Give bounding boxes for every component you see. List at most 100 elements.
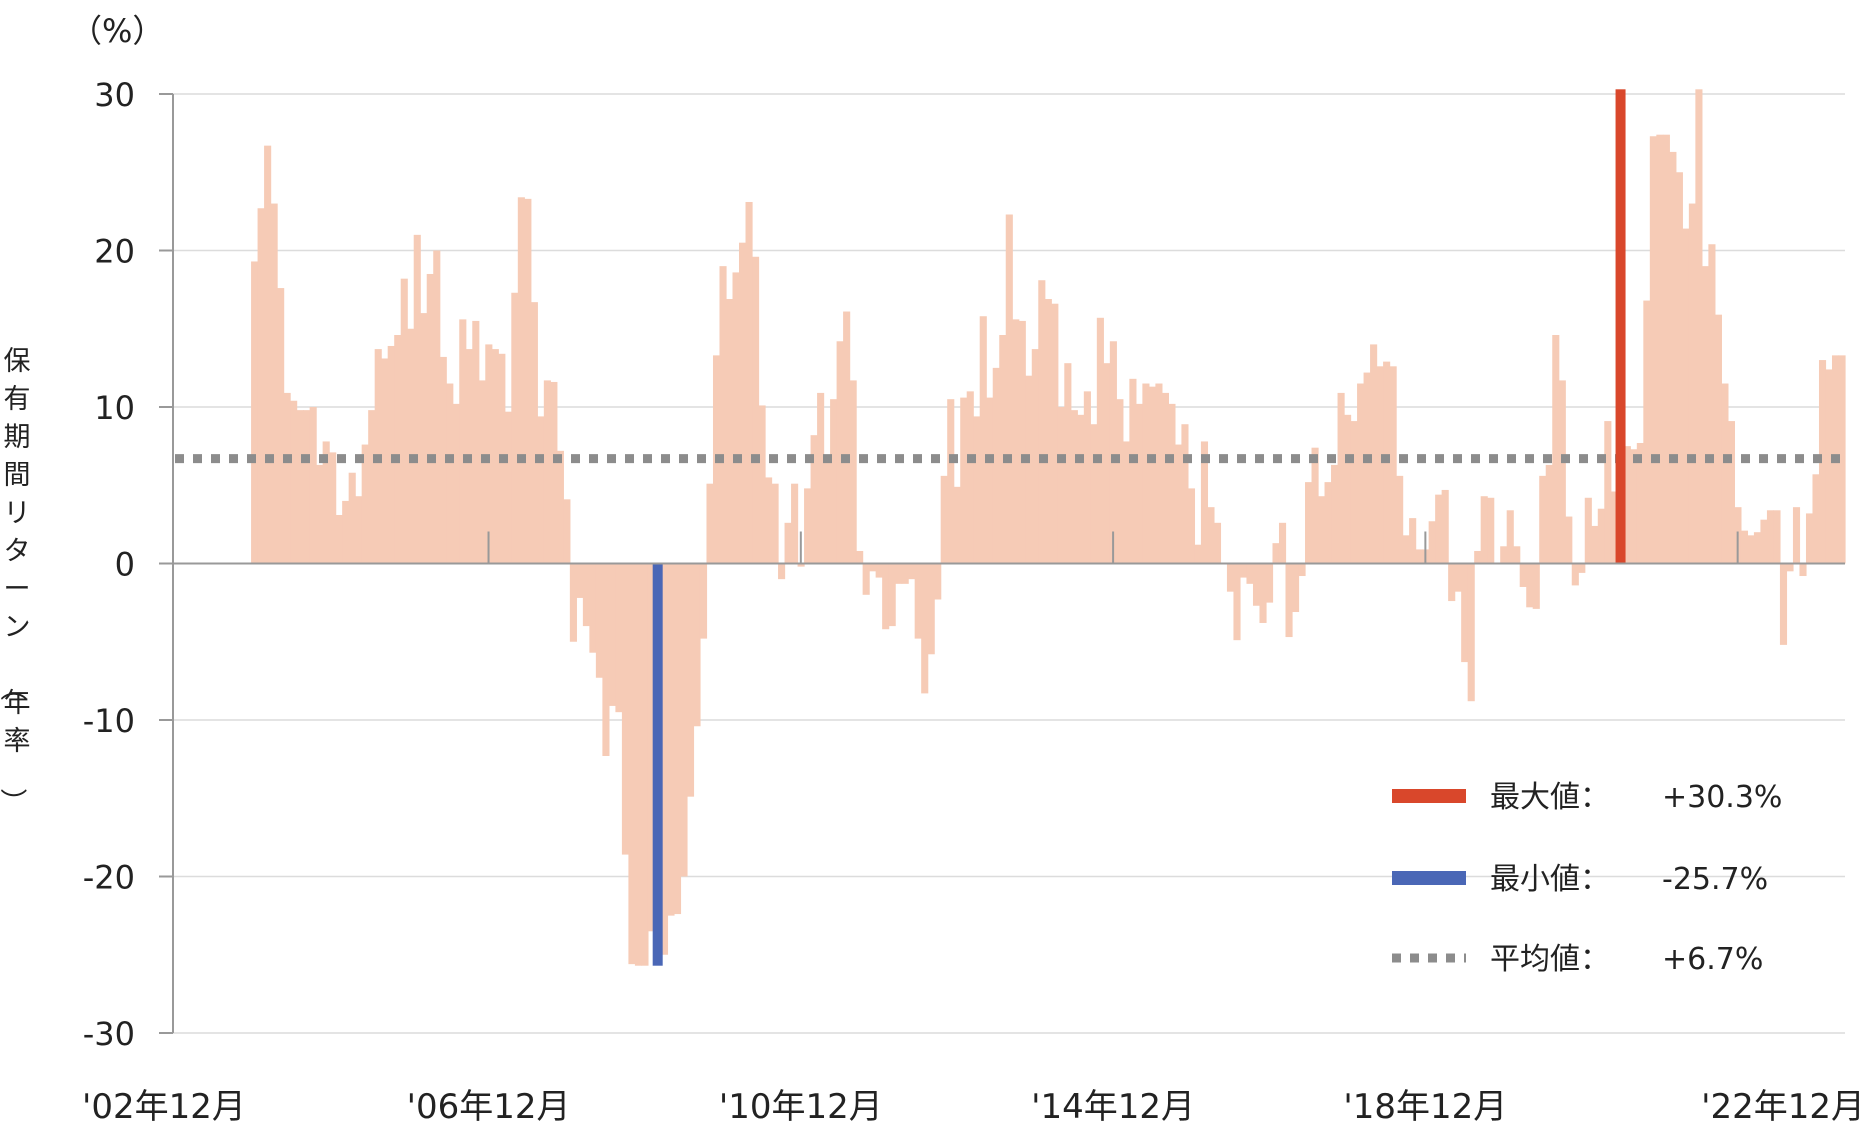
bar xyxy=(1682,228,1690,564)
bar xyxy=(589,563,597,653)
bar xyxy=(1344,414,1352,564)
bar xyxy=(1200,441,1209,564)
bar xyxy=(1838,355,1846,564)
bar xyxy=(875,563,883,578)
bar xyxy=(1155,383,1163,564)
bar xyxy=(1545,464,1553,564)
bar xyxy=(303,410,311,564)
bar xyxy=(953,486,961,564)
y-tick-labels: 30 20 10 0 -10 -20 -30 xyxy=(83,76,135,1053)
bar xyxy=(1636,442,1644,564)
bar xyxy=(439,356,447,564)
bar xyxy=(771,483,779,564)
x-tick-label: '18年12月 xyxy=(1343,1087,1507,1127)
bar xyxy=(426,273,434,564)
y-tick-label: 30 xyxy=(94,76,135,114)
bar xyxy=(908,563,916,580)
bar xyxy=(960,397,968,564)
bar xyxy=(1096,317,1104,564)
bar xyxy=(1578,563,1586,573)
bar xyxy=(1064,363,1072,564)
bar xyxy=(1161,392,1169,564)
bar xyxy=(791,483,799,564)
bar xyxy=(1305,482,1313,564)
bar xyxy=(1714,314,1722,564)
bar xyxy=(264,145,272,564)
bar xyxy=(1604,421,1612,564)
bar xyxy=(1695,89,1703,564)
bar xyxy=(686,563,695,797)
bar xyxy=(537,416,545,564)
bar xyxy=(1324,482,1332,564)
bar xyxy=(1675,172,1683,564)
bar xyxy=(381,358,389,564)
bar xyxy=(283,392,291,564)
bar xyxy=(1448,563,1456,602)
bar xyxy=(784,522,792,564)
bar xyxy=(1018,320,1026,564)
bar xyxy=(1259,563,1267,623)
bar xyxy=(1298,563,1306,577)
bar xyxy=(446,383,454,564)
bar xyxy=(719,266,727,564)
bar xyxy=(843,311,851,564)
bar xyxy=(934,563,942,600)
bar xyxy=(1480,496,1488,564)
bar xyxy=(1669,151,1677,564)
bar xyxy=(1265,563,1274,603)
bar xyxy=(1727,421,1736,564)
bar xyxy=(394,335,402,564)
bar xyxy=(550,381,558,564)
bar xyxy=(1500,546,1508,564)
bar xyxy=(1461,563,1469,663)
bar xyxy=(836,341,844,564)
bar xyxy=(1818,360,1827,564)
legend-value: +30.3% xyxy=(1662,780,1782,815)
bar xyxy=(1649,136,1657,564)
bar xyxy=(309,407,317,564)
bar xyxy=(1643,300,1651,564)
bar xyxy=(1109,341,1117,564)
bar xyxy=(1246,563,1254,584)
bar xyxy=(296,410,304,564)
bar xyxy=(1825,369,1833,564)
x-tick-labels: '02年12月 '06年12月 '10年12月 '14年12月 '18年12月 '22年1… xyxy=(82,531,1865,1127)
legend-label: 最小値： xyxy=(1490,862,1610,897)
bar xyxy=(478,380,486,564)
bar xyxy=(1012,319,1020,564)
y-axis-title: 保有期間リターン（年率） xyxy=(0,346,31,815)
bar xyxy=(1812,474,1820,564)
bar xyxy=(316,464,324,564)
bar xyxy=(1701,266,1709,564)
bar xyxy=(1129,378,1137,564)
bar xyxy=(1278,522,1287,564)
bar xyxy=(1513,546,1521,564)
bar xyxy=(472,320,480,564)
bar xyxy=(556,450,564,564)
bar xyxy=(1044,299,1052,564)
bar xyxy=(335,514,343,564)
bar xyxy=(1779,563,1788,645)
bar xyxy=(322,441,330,564)
bar xyxy=(986,397,994,564)
bar xyxy=(673,563,682,915)
bar xyxy=(1122,441,1130,564)
bar xyxy=(1792,507,1801,564)
y-tick-label: 10 xyxy=(94,389,135,427)
bar xyxy=(1487,497,1495,564)
bar xyxy=(1786,563,1794,572)
bar xyxy=(1441,489,1449,564)
bar xyxy=(895,563,903,584)
bar xyxy=(1623,446,1631,564)
bar xyxy=(1194,544,1202,564)
bar xyxy=(914,563,922,639)
bar xyxy=(576,563,584,598)
bar xyxy=(1090,424,1098,564)
bar xyxy=(491,349,499,564)
bar xyxy=(1766,510,1775,564)
x-tick-label: '22年12月 xyxy=(1701,1087,1865,1127)
bar xyxy=(563,499,571,564)
bar xyxy=(739,242,747,564)
bar xyxy=(1376,366,1384,564)
